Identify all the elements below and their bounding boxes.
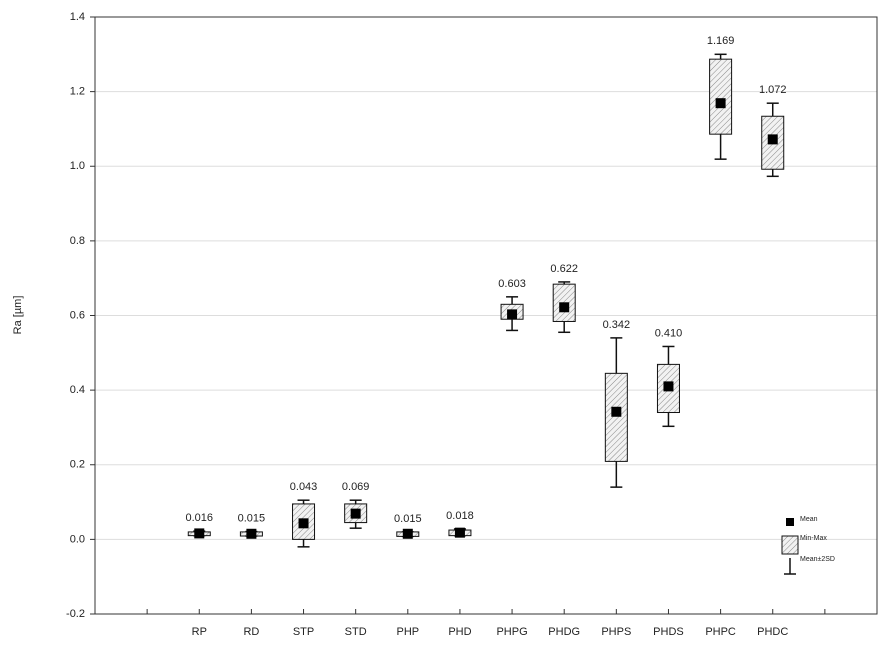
legend-label: Min-Max [800,535,827,542]
mean-marker [507,309,518,320]
y-tick-label: 0.4 [70,384,85,396]
value-label: 0.603 [498,278,526,290]
y-tick-label: 1.2 [70,86,85,98]
x-tick-label: PHPC [705,626,736,638]
value-label: 0.342 [603,319,631,331]
box [709,58,733,135]
y-tick-label: 0.6 [70,309,85,321]
mean-marker [298,518,309,529]
legend-label: Mean [800,516,818,523]
y-tick-label: -0.2 [66,608,85,620]
value-label: 0.015 [238,512,266,524]
value-label: 0.622 [550,263,578,275]
value-label: 1.169 [707,35,735,47]
value-label: 0.069 [342,481,370,493]
x-tick-label: PHDS [653,626,684,638]
legend-box-icon [781,535,799,555]
x-tick-label: PHD [448,626,471,638]
x-tick-label: STD [345,626,367,638]
mean-marker [715,98,726,109]
y-tick-label: 1.4 [70,11,85,23]
mean-marker [194,528,205,539]
mean-marker [663,381,674,392]
y-axis-label: Ra [µm] [12,296,24,335]
mean-marker [559,302,570,313]
x-tick-label: STP [293,626,314,638]
x-tick-label: RD [243,626,259,638]
value-label: 0.016 [186,512,214,524]
mean-marker [350,508,361,519]
x-tick-label: RP [192,626,207,638]
y-tick-label: 1.0 [70,160,85,172]
x-tick-label: PHPG [496,626,527,638]
y-tick-label: 0.2 [70,459,85,471]
x-tick-label: PHDC [757,626,788,638]
y-tick-label: 0.8 [70,235,85,247]
mean-marker [402,528,413,539]
mean-marker [454,527,465,538]
mean-marker [611,406,622,417]
mean-marker [767,134,778,145]
plot-frame [94,16,878,615]
value-label: 0.043 [290,481,318,493]
legend-mean-icon [786,518,794,526]
y-tick-label: 0.0 [70,533,85,545]
x-tick-label: PHP [396,626,419,638]
x-tick-label: PHPS [601,626,631,638]
legend-label: Mean±2SD [800,556,835,563]
mean-marker [246,528,257,539]
value-label: 0.015 [394,513,422,525]
value-label: 0.410 [655,327,683,339]
value-label: 1.072 [759,84,787,96]
x-tick-label: PHDG [548,626,580,638]
box [604,372,628,462]
value-label: 0.018 [446,510,474,522]
